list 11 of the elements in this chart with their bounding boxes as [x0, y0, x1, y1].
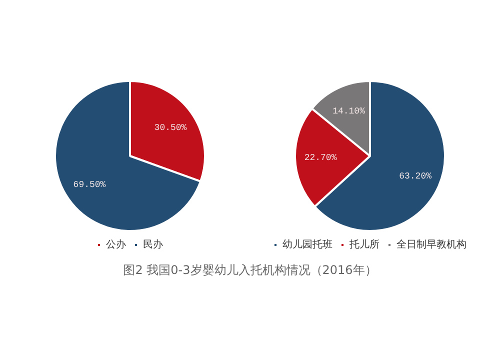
data-label: 14.10%: [332, 106, 366, 117]
legend-label: 公办: [106, 238, 126, 251]
legend-label: 托儿所: [348, 238, 380, 251]
legend-label: 全日制早教机构: [396, 238, 466, 251]
legend-label: 幼儿园托班: [282, 238, 332, 251]
data-label: 22.70%: [304, 152, 338, 163]
data-label: 30.50%: [154, 122, 188, 133]
legend-label: 民办: [143, 238, 163, 251]
data-label: 69.50%: [73, 180, 106, 190]
data-label: 63.20%: [399, 171, 432, 182]
caption: 图2 我国0-3岁婴幼儿入托机构情况（2016年）: [122, 262, 378, 279]
